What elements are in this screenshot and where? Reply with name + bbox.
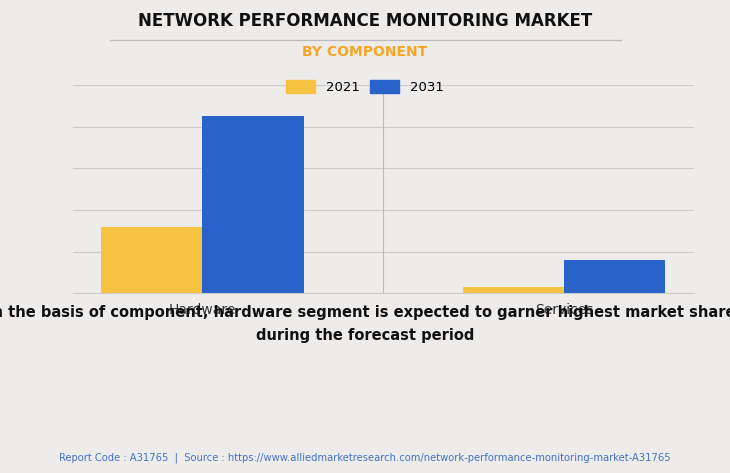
Bar [463, 287, 564, 293]
Text: Report Code : A31765  |  Source : https://www.alliedmarketresearch.com/network-p: Report Code : A31765 | Source : https://… [59, 452, 671, 463]
Legend: 2021, 2031: 2021, 2031 [281, 75, 449, 99]
Text: BY COMPONENT: BY COMPONENT [302, 45, 428, 59]
Text: NETWORK PERFORMANCE MONITORING MARKET: NETWORK PERFORMANCE MONITORING MARKET [138, 12, 592, 30]
Bar [202, 116, 304, 293]
Bar [564, 260, 665, 293]
Text: On the basis of component, hardware segment is expected to garner highest market: On the basis of component, hardware segm… [0, 305, 730, 343]
Bar [101, 227, 202, 293]
